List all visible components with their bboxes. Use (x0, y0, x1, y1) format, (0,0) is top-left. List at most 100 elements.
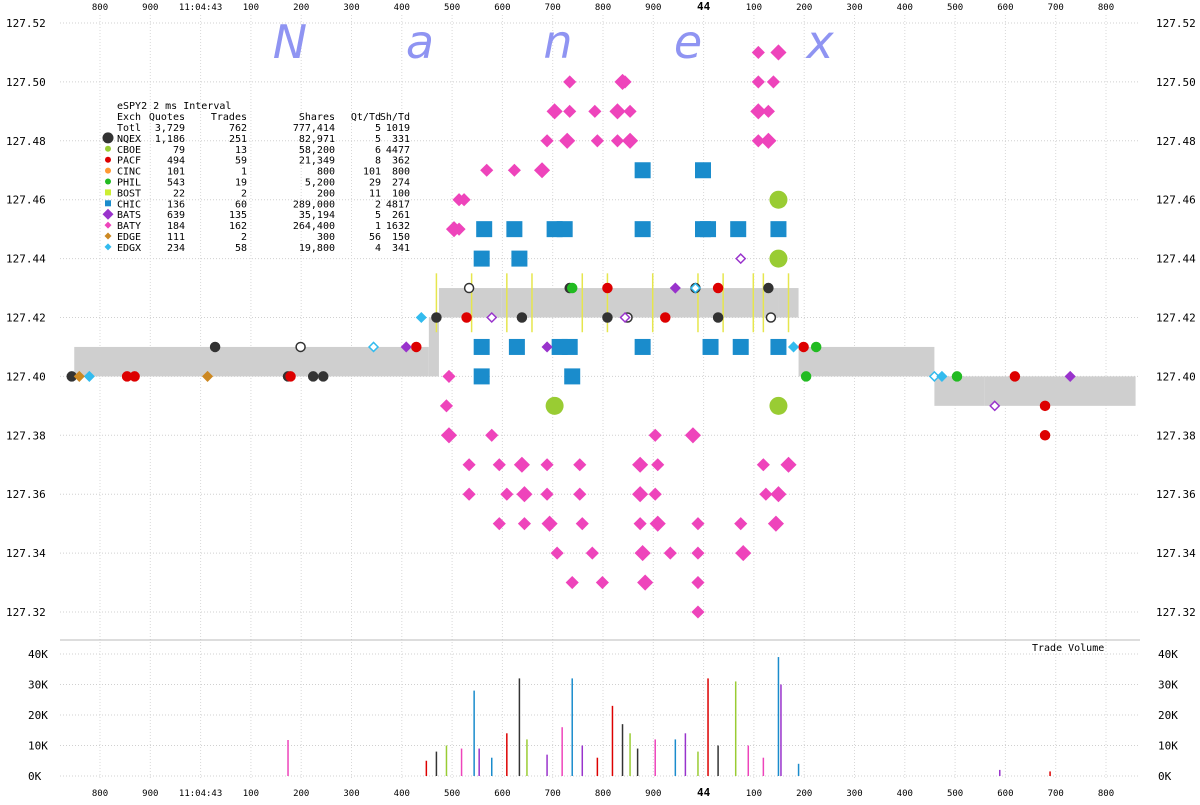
price-tick-right: 127.34 (1156, 547, 1196, 560)
baty-trade-marker (632, 486, 649, 503)
legend-marker (105, 189, 111, 196)
pacf-quote-marker (660, 312, 671, 323)
baty-trade-marker (622, 132, 639, 149)
legend-cell: 21,349 (299, 156, 335, 167)
bats-quote-marker (989, 400, 1001, 412)
time-tick-top: 200 (293, 3, 309, 13)
legend-cell: 1 (241, 167, 247, 178)
price-tick-right: 127.40 (1156, 370, 1196, 383)
legend-cell: 184 (167, 221, 185, 232)
baty-trade-marker (691, 575, 705, 590)
legend-cell: BOST (117, 188, 141, 199)
time-tick-bottom: 500 (444, 789, 460, 799)
time-tick-bottom: 600 (997, 789, 1013, 799)
baty-trade-marker (573, 458, 587, 472)
time-tick-top: 44 (697, 0, 711, 13)
baty-trade-marker (756, 458, 770, 472)
baty-trade-marker (634, 545, 651, 562)
phil-quote-marker (566, 282, 578, 294)
time-tick-top: 800 (92, 3, 108, 13)
baty-trade-marker (751, 45, 765, 60)
bats-quote-marker (486, 311, 498, 324)
legend-cell: 264,400 (293, 221, 335, 232)
baty-trade-marker (492, 458, 506, 472)
legend-cell: 29 (369, 178, 381, 189)
legend-cell: 800 (392, 167, 410, 178)
legend-cell: 59 (235, 156, 247, 167)
pacf-quote-marker (1039, 430, 1051, 441)
legend-cell: 100 (392, 188, 410, 199)
baty-trade-marker (563, 104, 577, 118)
legend-cell: EDGE (117, 232, 141, 243)
pacf-quote-marker (411, 341, 422, 353)
exchange-legend: eSPY2 2 ms Interval Exch Quotes Trades Shar… (102, 101, 410, 254)
chic-trade-marker (473, 250, 490, 267)
phil-quote-marker (800, 371, 812, 382)
volume-tick-left: 10K (28, 740, 48, 753)
legend-cell: 639 (167, 210, 185, 221)
legend-cell: 101 (363, 167, 381, 178)
pacf-quote-marker (712, 282, 724, 294)
legend-cell: 300 (317, 232, 335, 243)
price-tick-right: 127.48 (1156, 135, 1196, 148)
legend-marker (102, 208, 114, 220)
legend-cell: 136 (167, 199, 185, 210)
time-tick-top: 700 (545, 3, 561, 13)
volume-tick-left: 20K (28, 709, 48, 722)
legend-header: Trades (211, 112, 247, 123)
edgx-quote-marker (415, 311, 427, 324)
price-tick-right: 127.42 (1156, 312, 1196, 325)
legend-cell: 35,194 (299, 210, 335, 221)
legend-cell: 3,729 (155, 123, 185, 134)
pacf-quote-marker (798, 341, 809, 353)
price-tick-right: 127.44 (1156, 253, 1196, 266)
trade-volume-bars (287, 657, 1051, 776)
price-tick-right: 127.36 (1156, 488, 1196, 501)
time-tick-bottom: 400 (897, 789, 913, 799)
legend-cell: 274 (392, 178, 410, 189)
baty-trade-marker (565, 575, 579, 590)
legend-cell: 101 (167, 167, 185, 178)
baty-trade-marker (609, 103, 626, 120)
chic-trade-marker (695, 162, 711, 179)
baty-trade-marker (507, 163, 521, 177)
legend-cell: EDGX (117, 243, 141, 254)
legend-marker (105, 156, 111, 163)
baty-trade-marker (559, 132, 576, 149)
phil-quote-marker (951, 371, 963, 382)
baty-trade-marker (573, 487, 587, 501)
legend-cell: 1632 (386, 221, 410, 232)
volume-tick-right: 0K (1158, 770, 1172, 783)
baty-trade-marker (648, 428, 662, 442)
legend-cell: 289,000 (293, 199, 335, 210)
legend-cell: CINC (117, 167, 141, 178)
time-tick-top: 400 (897, 3, 913, 13)
legend-header: Shares (299, 112, 335, 123)
bats-quote-marker (400, 341, 412, 353)
chic-trade-marker (770, 338, 787, 355)
time-tick-top: 700 (1048, 3, 1064, 13)
time-tick-bottom: 300 (846, 789, 862, 799)
bats-quote-marker (669, 282, 681, 294)
time-tick-top: 100 (746, 3, 762, 13)
brand-letter: e (674, 15, 702, 69)
legend-cell: 135 (229, 210, 247, 221)
brand-letter: N (273, 15, 307, 69)
edgx-quote-marker (787, 341, 800, 353)
time-tick-bottom: 600 (494, 789, 510, 799)
chic-trade-marker (730, 221, 747, 238)
legend-cell: 13 (235, 145, 247, 156)
legend-cell: 800 (317, 167, 335, 178)
time-tick-bottom: 300 (343, 789, 359, 799)
time-tick-bottom: 700 (1048, 789, 1064, 799)
legend-cell: 234 (167, 243, 185, 254)
legend-cell: 543 (167, 178, 185, 189)
legend-cell: 2 (241, 188, 247, 199)
price-tick-right: 127.52 (1156, 17, 1196, 30)
price-tick-left: 127.40 (6, 370, 46, 383)
baty-trade-marker (541, 515, 558, 532)
baty-trade-marker (633, 517, 647, 531)
baty-trade-marker (462, 487, 476, 501)
